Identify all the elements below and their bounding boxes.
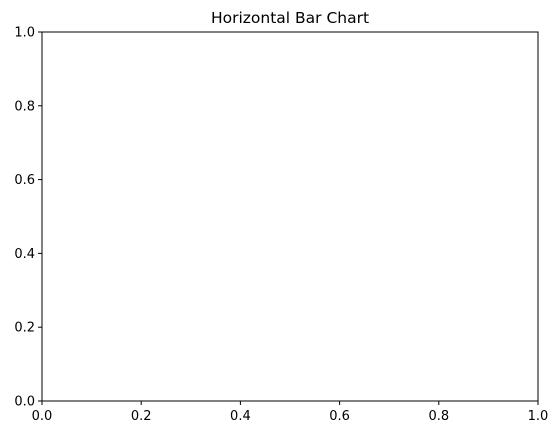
y-tick-label: 0.2 xyxy=(14,321,35,336)
y-tick-label: 0.0 xyxy=(14,395,35,410)
x-tick-label: 1.0 xyxy=(528,409,549,424)
x-tick-label: 0.6 xyxy=(329,409,350,424)
plot-area xyxy=(41,31,539,402)
x-axis: 0.0 0.2 0.4 0.6 0.8 1.0 xyxy=(32,401,549,424)
x-tick-label: 0.8 xyxy=(428,409,449,424)
y-tick-label: 0.6 xyxy=(14,173,35,188)
x-tick-label: 0.2 xyxy=(131,409,152,424)
x-tick-label: 0.4 xyxy=(230,409,251,424)
y-axis: 0.0 0.2 0.4 0.6 0.8 1.0 xyxy=(14,26,42,410)
y-tick-label: 1.0 xyxy=(14,26,35,41)
y-tick-label: 0.8 xyxy=(14,99,35,114)
x-tick-label: 0.0 xyxy=(32,409,53,424)
y-tick-label: 0.4 xyxy=(14,247,35,262)
chart-title: Horizontal Bar Chart xyxy=(211,9,369,27)
